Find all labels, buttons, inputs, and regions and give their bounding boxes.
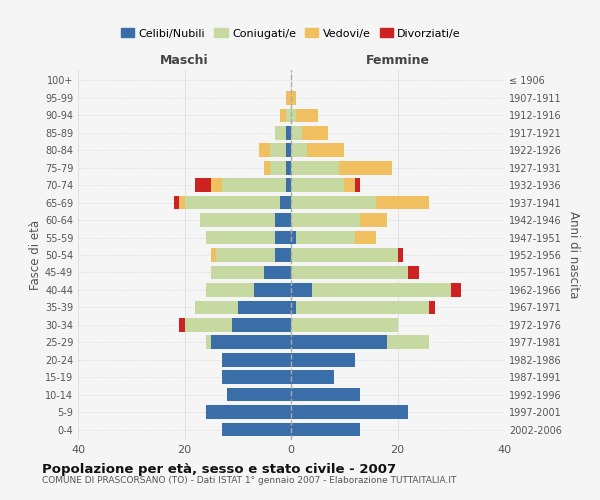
Bar bbox=[222, 353, 291, 366]
Bar bbox=[222, 370, 291, 384]
Bar bbox=[360, 214, 387, 227]
Bar bbox=[291, 300, 296, 314]
Bar bbox=[232, 318, 291, 332]
Y-axis label: Anni di nascita: Anni di nascita bbox=[567, 212, 580, 298]
Bar bbox=[275, 248, 291, 262]
Bar bbox=[408, 266, 419, 280]
Text: Popolazione per età, sesso e stato civile - 2007: Popolazione per età, sesso e stato civil… bbox=[42, 462, 396, 475]
Bar bbox=[286, 91, 291, 104]
Bar bbox=[211, 178, 222, 192]
Bar bbox=[355, 178, 360, 192]
Bar bbox=[206, 230, 275, 244]
Bar bbox=[286, 108, 291, 122]
Text: COMUNE DI PRASCORSANO (TO) - Dati ISTAT 1° gennaio 2007 - Elaborazione TUTTAITAL: COMUNE DI PRASCORSANO (TO) - Dati ISTAT … bbox=[42, 476, 457, 485]
Bar bbox=[296, 230, 355, 244]
Bar bbox=[291, 230, 296, 244]
Legend: Celibi/Nubili, Coniugati/e, Vedovi/e, Divorziati/e: Celibi/Nubili, Coniugati/e, Vedovi/e, Di… bbox=[116, 24, 466, 43]
Bar bbox=[339, 161, 392, 174]
Bar bbox=[195, 178, 211, 192]
Bar bbox=[179, 318, 185, 332]
Bar bbox=[259, 144, 270, 157]
Bar bbox=[344, 178, 355, 192]
Bar bbox=[275, 126, 286, 140]
Bar bbox=[286, 126, 291, 140]
Bar bbox=[430, 300, 435, 314]
Bar bbox=[195, 300, 238, 314]
Bar bbox=[254, 283, 291, 296]
Bar bbox=[286, 144, 291, 157]
Bar bbox=[296, 300, 430, 314]
Bar bbox=[291, 248, 398, 262]
Bar bbox=[387, 336, 430, 349]
Bar bbox=[265, 161, 270, 174]
Bar bbox=[291, 126, 302, 140]
Bar bbox=[238, 300, 291, 314]
Text: Maschi: Maschi bbox=[160, 54, 209, 68]
Bar bbox=[200, 214, 275, 227]
Bar bbox=[179, 196, 185, 209]
Bar bbox=[291, 370, 334, 384]
Bar bbox=[291, 336, 387, 349]
Bar bbox=[376, 196, 430, 209]
Bar bbox=[291, 318, 398, 332]
Bar bbox=[291, 91, 296, 104]
Bar bbox=[211, 336, 291, 349]
Bar bbox=[217, 248, 275, 262]
Bar bbox=[227, 388, 291, 402]
Bar bbox=[211, 248, 217, 262]
Bar bbox=[222, 178, 286, 192]
Bar bbox=[280, 196, 291, 209]
Bar bbox=[275, 214, 291, 227]
Bar bbox=[291, 161, 339, 174]
Bar bbox=[291, 196, 376, 209]
Bar bbox=[398, 248, 403, 262]
Bar bbox=[291, 388, 360, 402]
Bar bbox=[286, 178, 291, 192]
Bar bbox=[270, 161, 286, 174]
Bar bbox=[185, 318, 232, 332]
Bar bbox=[185, 196, 280, 209]
Bar bbox=[222, 422, 291, 436]
Bar bbox=[211, 266, 265, 280]
Bar bbox=[270, 144, 286, 157]
Bar bbox=[280, 108, 286, 122]
Bar bbox=[302, 126, 328, 140]
Bar bbox=[291, 108, 296, 122]
Bar bbox=[355, 230, 376, 244]
Bar bbox=[291, 144, 307, 157]
Bar bbox=[265, 266, 291, 280]
Bar bbox=[291, 283, 313, 296]
Bar bbox=[286, 161, 291, 174]
Bar bbox=[291, 353, 355, 366]
Bar bbox=[451, 283, 461, 296]
Bar bbox=[174, 196, 179, 209]
Bar bbox=[275, 230, 291, 244]
Bar bbox=[206, 283, 254, 296]
Bar bbox=[291, 214, 360, 227]
Bar bbox=[291, 178, 344, 192]
Bar bbox=[296, 108, 317, 122]
Bar bbox=[291, 266, 408, 280]
Text: Femmine: Femmine bbox=[365, 54, 430, 68]
Bar bbox=[313, 283, 451, 296]
Y-axis label: Fasce di età: Fasce di età bbox=[29, 220, 42, 290]
Bar bbox=[307, 144, 344, 157]
Bar bbox=[206, 406, 291, 419]
Bar bbox=[291, 406, 408, 419]
Bar bbox=[206, 336, 211, 349]
Bar bbox=[291, 422, 360, 436]
